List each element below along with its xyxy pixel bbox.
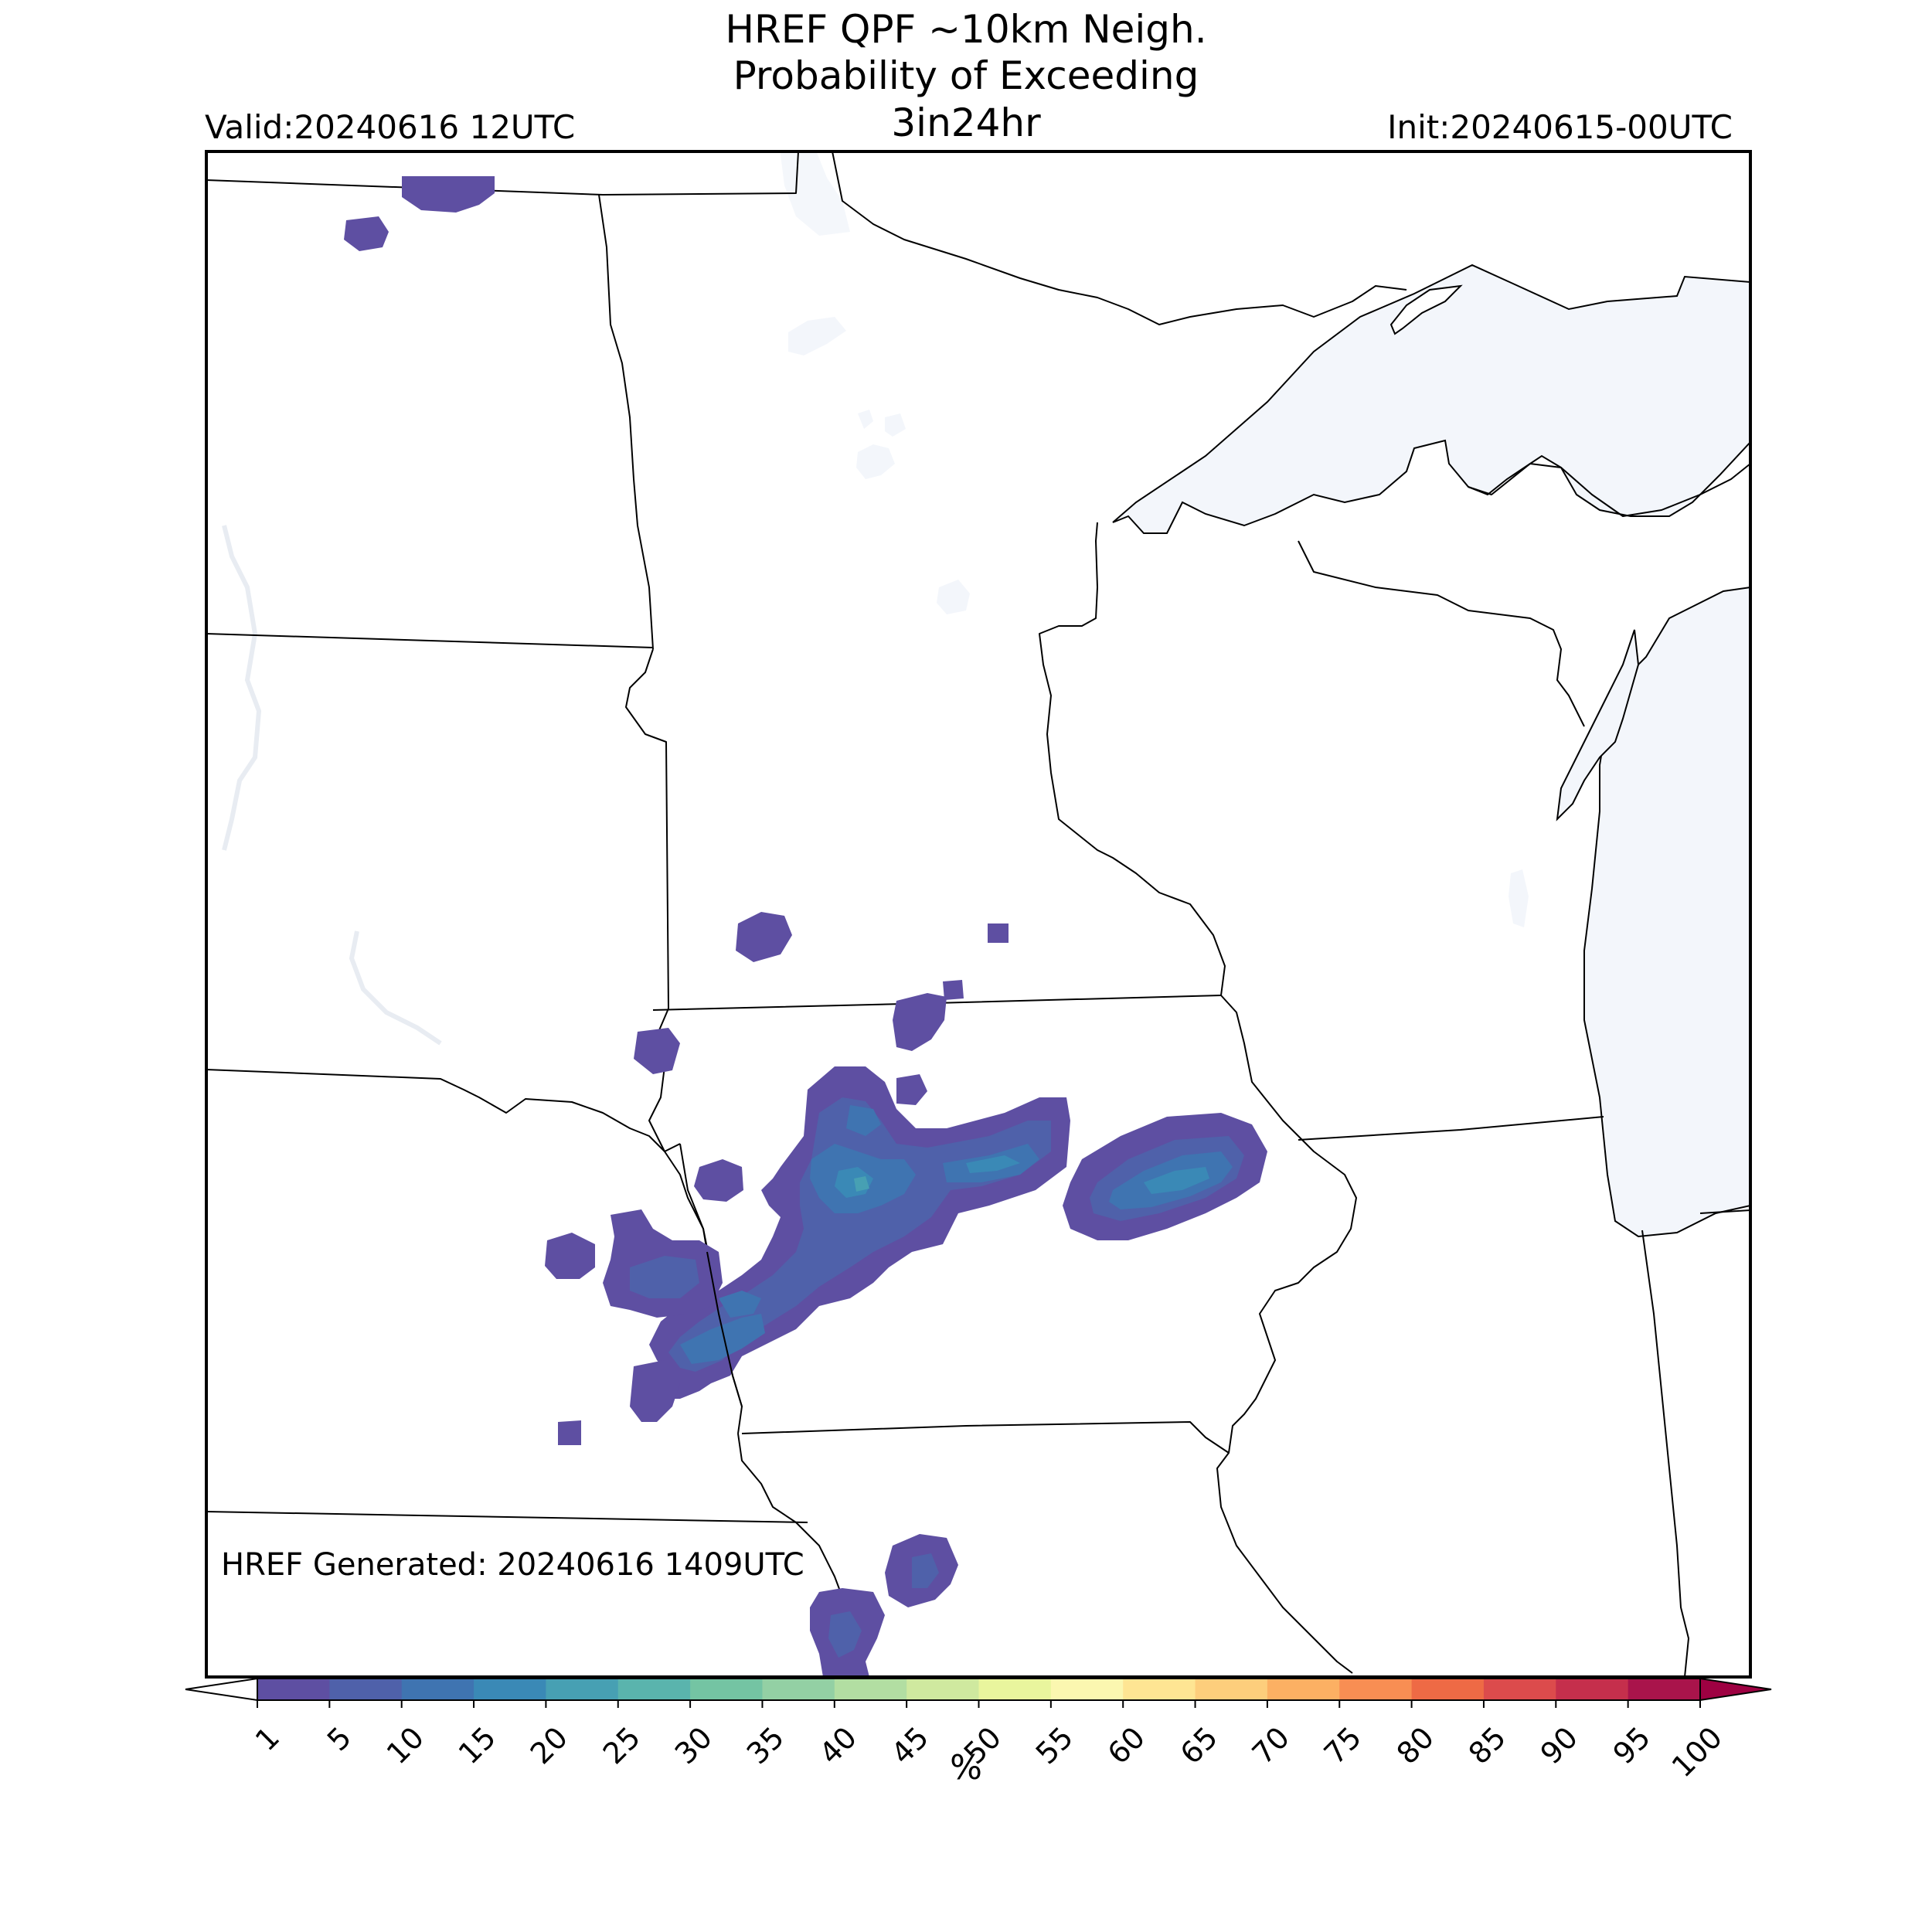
michigan-in-border [1699, 1209, 1750, 1214]
blob-ne-ia-south [630, 1360, 680, 1422]
max-main [854, 1176, 869, 1192]
nd-mn-border [598, 194, 654, 650]
blob-sw-mn [893, 993, 947, 1051]
colorbar-swatch [617, 1679, 691, 1700]
isle-royale [1389, 284, 1463, 335]
colorbar-swatch [1050, 1679, 1124, 1700]
james-river [349, 930, 442, 1046]
colorbar-swatch [546, 1679, 619, 1700]
map-frame [205, 150, 1752, 1679]
colorbar-swatch [690, 1679, 763, 1700]
lake-winnebago [1509, 869, 1529, 927]
peak-ext [966, 1155, 1020, 1173]
colorbar-swatch [762, 1679, 835, 1700]
inner-ne-ia [630, 1256, 699, 1298]
title-line-3: 3in24hr [891, 100, 1041, 145]
blob-sw-mn-2 [943, 980, 964, 1000]
small-lake-mn-1 [858, 410, 873, 429]
title-line-2: Probability of Exceeding [733, 53, 1199, 98]
blob-north-dakota-1 [402, 176, 495, 213]
colorbar-swatch [1195, 1679, 1268, 1700]
inner-se-ne-1 [912, 1553, 939, 1588]
sd-ne-border [206, 1069, 681, 1152]
colorbar-swatch [1339, 1679, 1413, 1700]
rivers [222, 525, 442, 1046]
colorbar-swatch [1556, 1679, 1629, 1700]
init-time-label: Init:20240615-00UTC [1387, 108, 1733, 146]
core-main-2 [846, 1105, 881, 1136]
ne-ks-border [206, 1511, 808, 1523]
colorbar-swatch [474, 1679, 546, 1700]
missouri-river [222, 525, 262, 851]
il-in-border [1641, 1230, 1689, 1677]
peak-east-ia [1144, 1167, 1209, 1194]
colorbar-over-arrow [1699, 1677, 1772, 1702]
mille-lacs-lake [937, 580, 970, 614]
green-bay [1556, 629, 1640, 821]
ne-mo-river-overlay [706, 1251, 743, 1434]
lake-of-the-woods [781, 151, 850, 236]
mn-wi-border [1039, 522, 1226, 996]
title-line-1: HREF QPF ~10km Neigh. [725, 7, 1207, 52]
nd-sd-border [206, 633, 654, 648]
blob-central-mn-2 [988, 923, 1009, 943]
blob-nw-ia-2 [694, 1159, 743, 1202]
water-bodies [781, 151, 1750, 1238]
colorbar-swatch [1123, 1679, 1196, 1700]
upper-red-lake [788, 317, 846, 355]
core-south [680, 1314, 765, 1364]
colorbar-swatch [834, 1679, 907, 1700]
colorbar-tick-marks [257, 1700, 1701, 1708]
colorbar-unit-label: % [950, 1748, 982, 1787]
generated-time-label: HREF Generated: 20240616 1409UTC [221, 1547, 804, 1583]
colorbar-swatch [1411, 1679, 1485, 1700]
blob-central-mn-1 [736, 912, 792, 962]
colorbar-swatch [1628, 1679, 1701, 1700]
colorbar-under-arrow [185, 1677, 258, 1702]
lake-michigan [1583, 586, 1750, 1238]
colorbar-swatch [906, 1679, 979, 1700]
blob-se-sd [634, 1028, 680, 1074]
inner-se-ne-2 [828, 1611, 862, 1658]
colorbar-swatches [257, 1679, 1701, 1700]
small-lake-mn-2 [885, 413, 906, 437]
borders-overlay [706, 1251, 743, 1434]
colorbar-swatch [401, 1679, 474, 1700]
small-lake-mn-3 [856, 444, 895, 479]
mi-wi-border [1298, 540, 1585, 727]
peak-main [835, 1167, 873, 1198]
colorbar-swatch [329, 1679, 403, 1700]
michigan-up-shore [1468, 463, 1750, 517]
colorbar-swatch [978, 1679, 1052, 1700]
valid-time-label: Valid:20240616 12UTC [205, 108, 576, 146]
prob-level-15 [835, 1155, 1209, 1198]
colorbar-swatch [1483, 1679, 1556, 1700]
blob-ne-small [558, 1420, 581, 1445]
sd-mn-border [625, 648, 669, 1009]
precip-probability-field [344, 176, 1267, 1677]
blob-ne-nw [545, 1233, 595, 1279]
prob-level-20 [854, 1176, 869, 1192]
blob-north-dakota-2 [344, 216, 389, 251]
colorbar-swatch [257, 1679, 330, 1700]
wi-il-border [1298, 1116, 1604, 1141]
colorbar [185, 1677, 1772, 1708]
ia-wi-il-mississippi [1216, 995, 1357, 1674]
ia-mo-border [741, 1421, 1230, 1454]
lake-superior [1112, 264, 1750, 534]
colorbar-swatch [1267, 1679, 1340, 1700]
core-south-2 [719, 1291, 761, 1318]
blob-nw-ia [896, 1074, 927, 1105]
